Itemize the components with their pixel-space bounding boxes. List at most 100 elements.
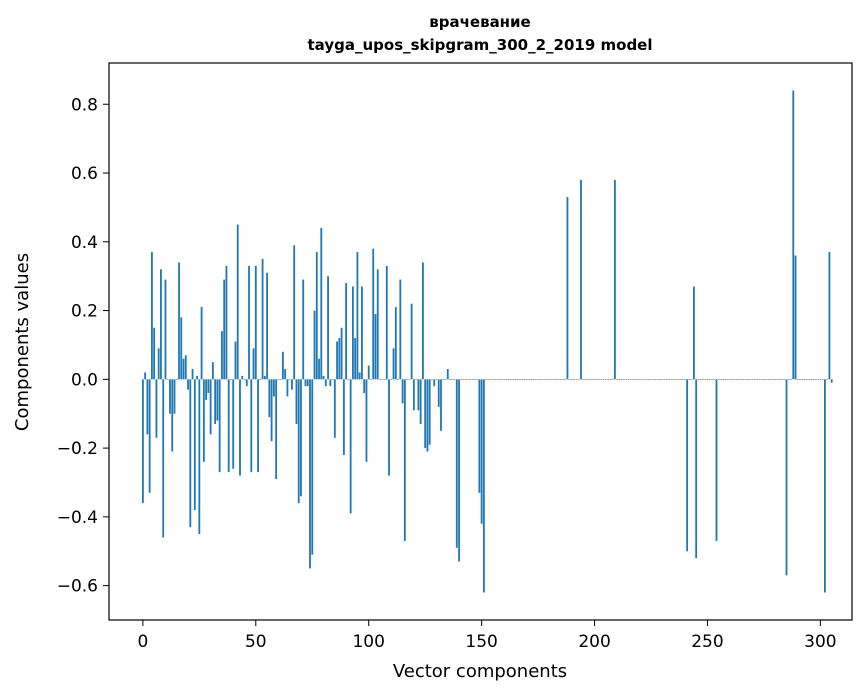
bar [607,379,609,380]
bar [250,379,253,473]
bar [810,379,813,380]
bar [306,379,309,387]
bar [489,379,492,380]
bar [141,379,144,504]
bar [665,379,668,380]
bar [589,379,591,380]
bar [742,379,745,380]
bar [717,379,720,380]
x-tick-label: 300 [804,632,836,652]
bar [543,379,546,380]
bar [781,379,783,380]
bar [580,179,582,380]
bar [604,379,607,380]
bar [469,379,472,380]
bar [494,379,497,380]
bar [184,355,187,380]
bar [180,317,183,380]
bar [767,379,770,380]
bar [309,379,311,569]
bar [598,379,600,380]
bar [643,379,646,380]
bar [209,379,212,435]
bar [311,379,314,555]
bar [211,362,214,380]
bar [331,379,334,380]
bar [627,379,630,380]
bar [586,379,589,380]
bar [198,379,201,535]
bar [765,379,768,380]
bar [230,379,232,380]
bar [557,379,560,380]
bar [245,379,248,387]
bar [584,379,587,380]
bar [677,379,680,380]
bar [352,286,354,380]
bar [783,379,786,380]
bar [645,379,648,380]
bar [218,379,221,473]
bar [812,379,815,380]
bar [281,351,284,380]
bar [638,379,641,380]
bar [442,379,445,380]
bar [711,379,713,380]
bar [241,375,244,380]
bar [528,379,530,380]
bar [695,379,698,559]
bar [162,379,165,538]
bar [370,379,372,380]
bar [566,197,569,380]
bar [166,379,169,380]
bar [277,379,280,380]
bar [275,379,278,480]
bar [659,379,661,380]
bar [523,379,526,380]
bar [525,379,528,380]
bar [288,379,291,380]
bar [151,252,153,380]
bar [539,379,542,380]
bar [385,265,388,380]
bar [799,379,801,380]
bar [345,283,348,380]
bar [760,379,763,380]
y-tick-label: 0.2 [71,302,98,322]
bar [329,379,332,387]
bar [731,379,734,380]
bar [706,379,709,380]
bar [189,379,192,528]
bar [202,379,205,462]
bar [683,379,686,380]
bar [297,379,300,504]
bar [333,379,336,438]
bar [446,369,449,380]
bar [738,379,740,380]
bar [817,379,820,380]
bar [254,265,257,380]
bar [713,379,716,380]
bar [157,348,160,380]
bar [801,379,804,380]
bar [187,379,189,390]
bar [300,379,302,497]
bar [347,379,350,380]
bar [433,379,436,387]
x-tick-label: 150 [465,632,497,652]
bar [417,379,420,411]
bar [422,262,424,380]
bar [200,307,203,380]
bar [593,379,596,380]
bar [286,379,289,397]
bar [805,379,808,380]
bar [735,379,738,380]
bar [261,258,264,380]
bar [182,358,185,380]
bar [790,379,792,380]
y-tick-label: 0.0 [71,370,98,390]
bar [144,372,147,380]
y-tick-label: −0.2 [57,439,98,459]
bar [568,379,571,380]
